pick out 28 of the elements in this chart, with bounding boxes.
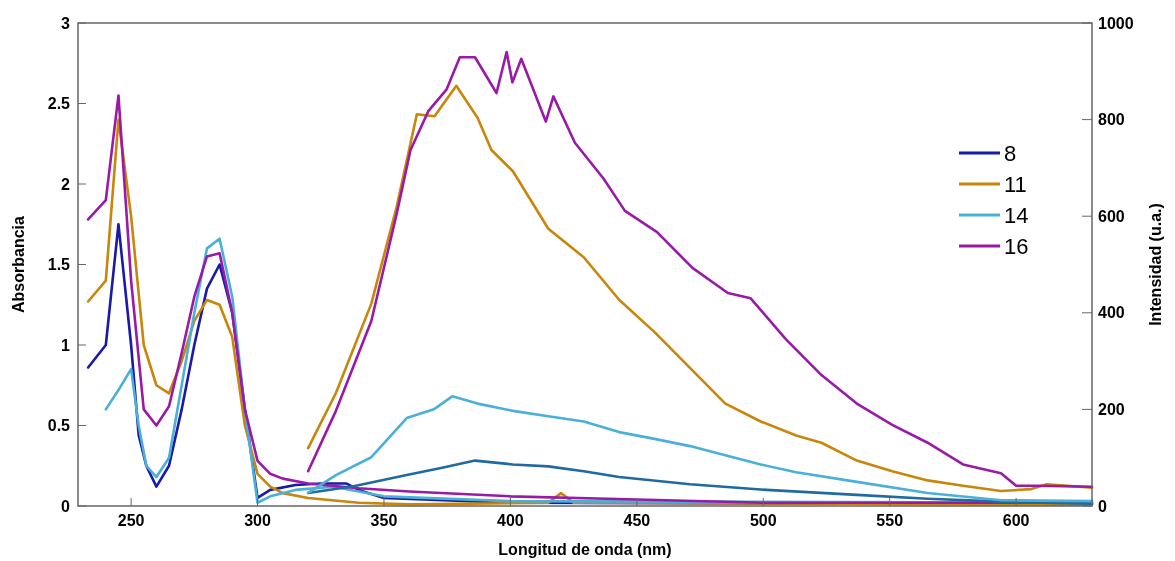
y-tick-label: 0 [61, 497, 71, 515]
x-tick-label: 600 [1002, 512, 1030, 529]
x-tick-label: 400 [497, 512, 524, 529]
legend-label: 16 [1004, 233, 1029, 259]
x-tick-label: 450 [623, 512, 651, 529]
y2-tick-label: 0 [1098, 497, 1107, 515]
y-tick-label: 1 [61, 336, 71, 354]
x-axis-title: Longitud de onda (nm) [498, 541, 672, 558]
y2-tick-label: 600 [1098, 207, 1125, 225]
y2-tick-label: 200 [1098, 401, 1125, 418]
x-tick-label: 500 [749, 512, 777, 529]
y2-tick-label: 1000 [1098, 14, 1134, 32]
y-tick-label: 1.5 [47, 256, 71, 274]
y-tick-label: 3 [61, 14, 71, 32]
y-axis-title: Absorbancia [10, 215, 27, 313]
x-tick-label: 250 [117, 512, 145, 529]
x-tick-label: 300 [244, 512, 271, 529]
y2-tick-label: 400 [1098, 304, 1125, 322]
legend-label: 14 [1004, 202, 1029, 228]
y2-tick-label: 800 [1098, 111, 1125, 129]
y-tick-label: 2.5 [47, 95, 71, 113]
x-tick-label: 350 [370, 512, 398, 529]
x-tick-label: 550 [876, 512, 904, 529]
legend-label: 11 [1004, 171, 1027, 197]
y-tick-label: 0.5 [47, 417, 71, 435]
y-tick-label: 2 [61, 175, 71, 193]
legend-label: 8 [1004, 140, 1017, 166]
y2-axis-title: Intensidad (u.a.) [1147, 203, 1164, 326]
